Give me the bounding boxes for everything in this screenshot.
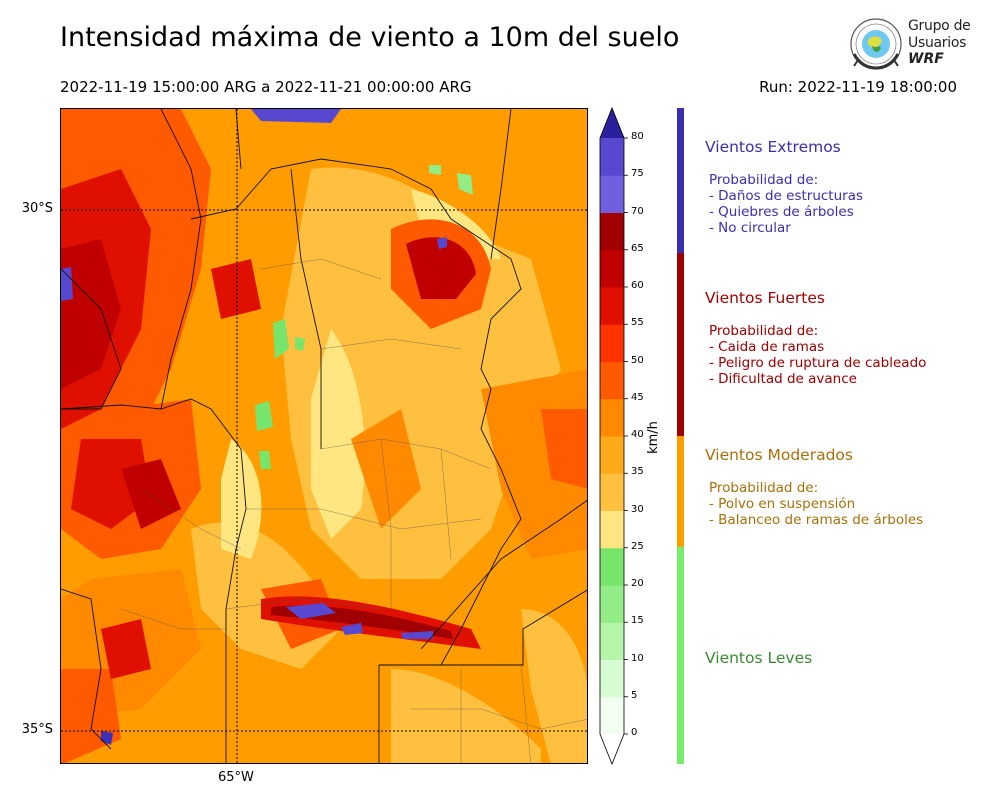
logo-line-2: Usuarios — [908, 35, 967, 51]
colorbar — [599, 106, 628, 766]
colorbar-segment — [600, 398, 624, 437]
colorbar-segment — [600, 473, 624, 511]
colorbar-tick-label: 40 — [631, 429, 644, 440]
desc-line: - No circular — [709, 220, 791, 236]
category-title-leves: Vientos Leves — [705, 649, 813, 667]
desc-line: Probabilidad de: — [709, 172, 819, 188]
desc-line: Probabilidad de: — [709, 480, 819, 496]
category-bar-leves — [677, 547, 684, 764]
category-desc-extremos: Probabilidad de: - Daños de estructuras … — [709, 172, 863, 236]
category-title-extremos: Vientos Extremos — [705, 138, 841, 156]
colorbar-segment — [600, 249, 624, 288]
colorbar-segment — [600, 212, 624, 251]
category-title-fuertes: Vientos Fuertes — [705, 289, 825, 307]
colorbar-tick-label: 65 — [631, 242, 644, 254]
wind-map — [60, 108, 588, 764]
colorbar-segment — [600, 138, 624, 176]
colorbar-unit: km/h — [645, 421, 661, 454]
colorbar-tick-label: 10 — [631, 652, 644, 664]
desc-line: - Dificultad de avance — [709, 371, 857, 387]
colorbar-tick-label: 30 — [631, 503, 644, 515]
category-bar-extremos — [677, 108, 684, 253]
colorbar-segment — [600, 510, 624, 549]
desc-line: - Polvo en suspensión — [709, 496, 856, 512]
colorbar-tick-label: 5 — [631, 689, 638, 701]
colorbar-tick-label: 80 — [631, 131, 644, 142]
colorbar-segment — [600, 622, 624, 660]
colorbar-tick-label: 50 — [631, 354, 644, 366]
colorbar-max-arrow — [600, 108, 624, 138]
colorbar-tick-label: 35 — [631, 466, 644, 478]
valid-period: 2022-11-19 15:00:00 ARG a 2022-11-21 00:… — [60, 78, 472, 96]
colorbar-tick-label: 20 — [631, 578, 644, 589]
desc-line: - Balanceo de ramas de árboles — [709, 512, 924, 528]
colorbar-tick-label: 25 — [631, 540, 644, 552]
category-desc-moderados: Probabilidad de: - Polvo en suspensión -… — [709, 480, 923, 528]
logo-line-3: WRF — [908, 51, 944, 67]
colorbar-tick-label: 70 — [631, 205, 644, 217]
logo-line-1: Grupo de — [908, 18, 971, 34]
desc-line: - Peligro de ruptura de cableado — [709, 355, 927, 371]
desc-line: - Daños de estructuras — [709, 188, 864, 204]
colorbar-tick-label: 75 — [631, 168, 644, 180]
category-desc-fuertes: Probabilidad de: - Caida de ramas - Peli… — [709, 323, 926, 387]
colorbar-segment — [600, 547, 624, 586]
colorbar-tick-label: 0 — [631, 727, 638, 738]
colorbar-segment — [600, 324, 624, 362]
colorbar-min-arrow — [600, 734, 624, 764]
category-bar-moderados — [677, 436, 684, 547]
colorbar-tick-label: 15 — [631, 615, 644, 627]
category-title-moderados: Vientos Moderados — [705, 446, 853, 464]
colorbar-segment — [600, 436, 624, 474]
globe-icon — [850, 18, 902, 70]
lat-label-35s: 35°S — [21, 722, 53, 737]
colorbar-tick-label: 60 — [631, 280, 644, 291]
desc-line: - Quiebres de árboles — [709, 204, 854, 220]
colorbar-segment — [600, 585, 624, 623]
lon-label-65w: 65°W — [218, 770, 254, 785]
lat-label-30s: 30°S — [21, 201, 53, 216]
desc-line: Probabilidad de: — [709, 323, 819, 339]
wind-field — [61, 109, 587, 763]
desc-line: - Caida de ramas — [709, 339, 825, 355]
colorbar-segment — [600, 361, 624, 400]
wrf-logo: Grupo de Usuarios WRF — [848, 16, 973, 76]
colorbar-segment — [600, 175, 624, 213]
colorbar-segment — [600, 659, 624, 698]
map-title: Intensidad máxima de viento a 10m del su… — [60, 22, 680, 53]
colorbar-tick-label: 45 — [631, 391, 644, 403]
run-timestamp: Run: 2022-11-19 18:00:00 — [759, 78, 957, 96]
colorbar-tick-label: 55 — [631, 317, 644, 329]
colorbar-segment — [600, 696, 624, 735]
category-bar-fuertes — [677, 253, 684, 436]
colorbar-segment — [600, 287, 624, 325]
